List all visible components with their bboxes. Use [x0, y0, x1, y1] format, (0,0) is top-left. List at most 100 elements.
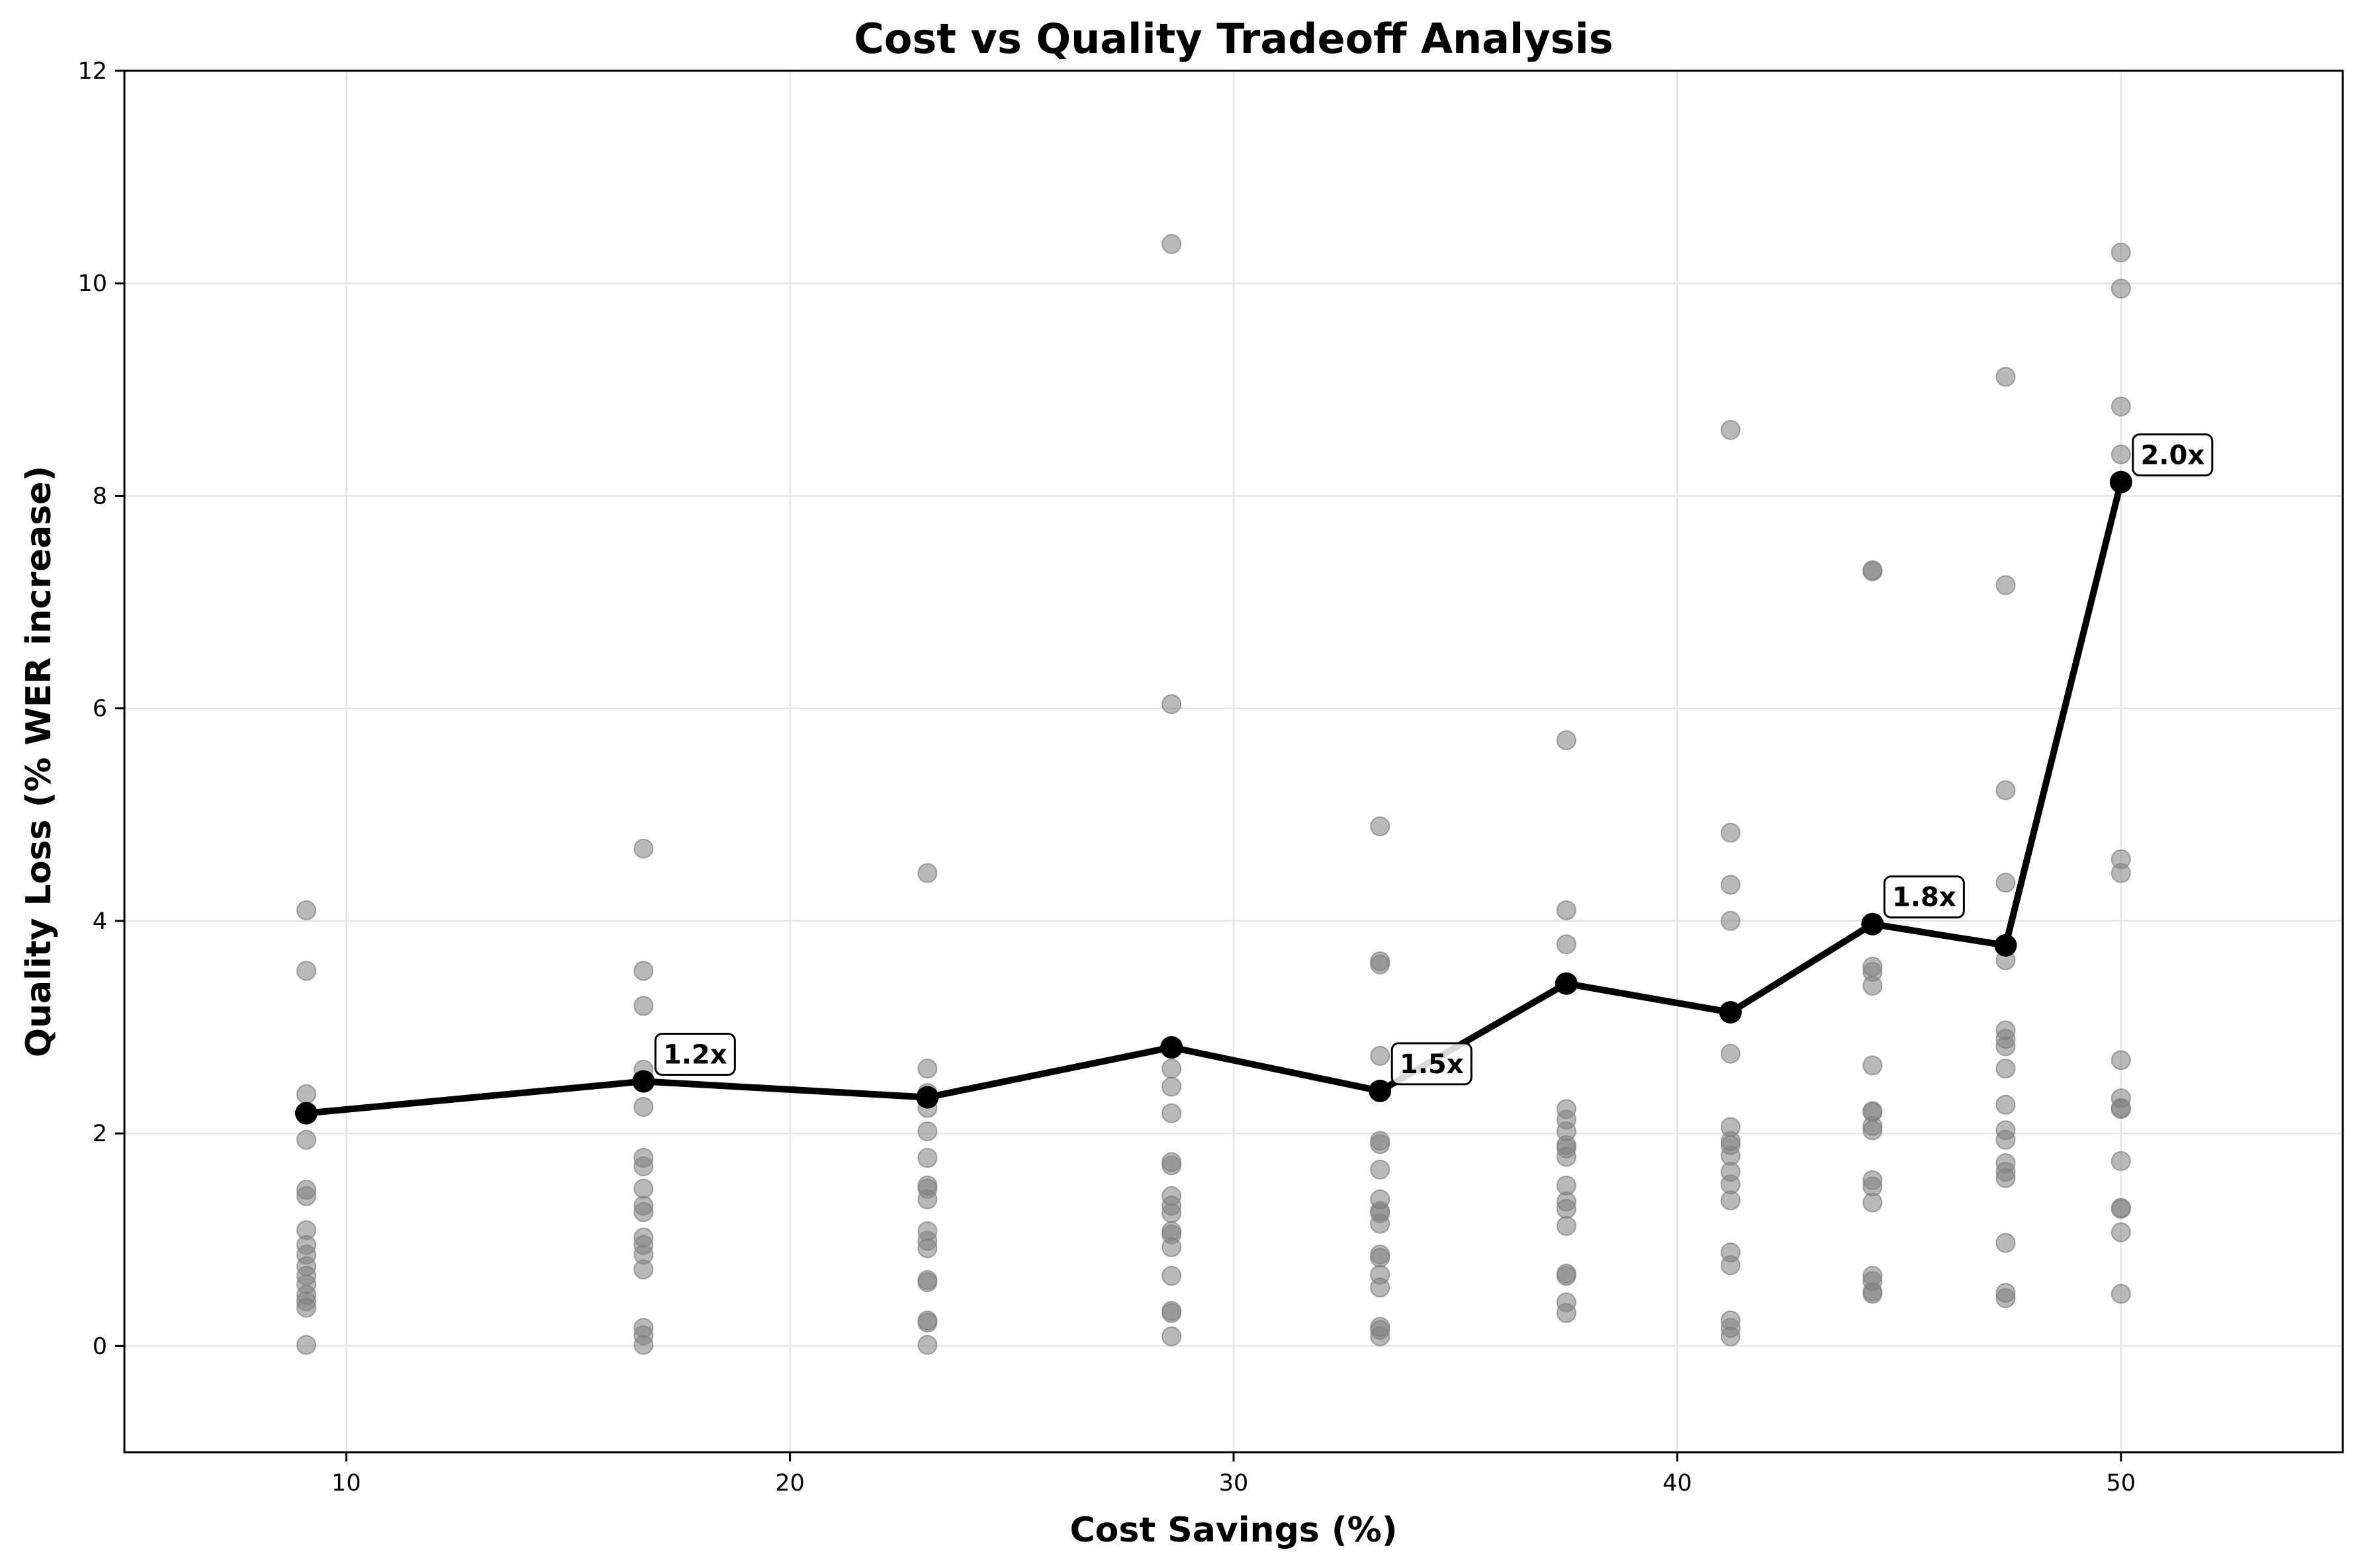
- annotation-label: 1.5x: [1400, 1049, 1464, 1080]
- chart-title: Cost vs Quality Tradeoff Analysis: [854, 15, 1613, 63]
- mean-point: [1994, 934, 2017, 957]
- line-series: [295, 470, 2132, 1125]
- scatter-point: [1370, 1248, 1390, 1268]
- mean-point: [1555, 972, 1578, 995]
- scatter-point: [296, 1129, 316, 1150]
- scatter-point: [1556, 900, 1576, 920]
- y-tick-label: 10: [77, 271, 107, 297]
- scatter-point: [633, 1202, 654, 1223]
- scatter-point: [633, 996, 654, 1016]
- scatter-point: [2111, 1222, 2131, 1242]
- scatter-point: [1370, 1159, 1390, 1180]
- scatter-point: [1161, 1266, 1182, 1286]
- scatter-point: [1995, 367, 2016, 387]
- scatter-point: [1720, 1190, 1741, 1211]
- annotation-label: 1.2x: [663, 1039, 727, 1070]
- y-tick-label: 12: [77, 58, 107, 85]
- scatter-point: [1370, 1326, 1390, 1346]
- scatter-point: [1556, 1215, 1576, 1236]
- scatter-point: [1862, 975, 1883, 996]
- scatter-point: [633, 1178, 654, 1199]
- scatter-point: [1995, 1129, 2016, 1150]
- x-tick-label: 30: [1219, 1470, 1249, 1497]
- scatter-point: [1995, 1233, 2016, 1253]
- scatter-point: [1862, 1055, 1883, 1076]
- scatter-point: [1720, 1255, 1741, 1276]
- scatter-point: [1161, 1059, 1182, 1079]
- scatter-point: [1161, 694, 1182, 715]
- scatter-point: [917, 1189, 938, 1209]
- scatter-point: [1161, 1076, 1182, 1097]
- scatter-point: [2111, 242, 2131, 263]
- scatter-point: [917, 1313, 938, 1333]
- y-axis-label: Quality Loss (% WER increase): [19, 466, 59, 1057]
- scatter-point: [2111, 444, 2131, 464]
- annotation-box: [2132, 433, 2214, 477]
- mean-point: [1160, 1036, 1183, 1059]
- scatter-point: [1161, 1326, 1182, 1346]
- annotation: 2.0x: [2132, 433, 2214, 477]
- y-tick-label: 4: [93, 908, 107, 935]
- scatter-point: [1370, 1045, 1390, 1066]
- x-tick-label: 20: [775, 1470, 805, 1497]
- scatter-point: [633, 961, 654, 981]
- scatter-point: [2111, 1099, 2131, 1119]
- mean-point: [632, 1070, 655, 1093]
- scatter-point: [917, 1059, 938, 1079]
- scatter-point: [2111, 1050, 2131, 1070]
- mean-point: [1861, 912, 1884, 936]
- scatter-point: [1556, 934, 1576, 955]
- scatter-point: [1995, 1059, 2016, 1079]
- scatter-point: [633, 1097, 654, 1117]
- scatter-point: [1862, 561, 1883, 582]
- scatter-point: [1720, 1043, 1741, 1064]
- scatter-point: [296, 1186, 316, 1206]
- mean-point: [916, 1086, 939, 1109]
- y-tick-label: 0: [93, 1333, 107, 1360]
- scatter-point: [1161, 234, 1182, 254]
- scatter-point: [2111, 1284, 2131, 1304]
- scatter-point: [1370, 1278, 1390, 1298]
- scatter-point: [1161, 1303, 1182, 1323]
- scatter-point: [2111, 1151, 2131, 1171]
- scatter-point: [1720, 910, 1741, 931]
- scatter-point: [296, 1334, 316, 1355]
- mean-line: [306, 481, 2124, 1117]
- mean-point: [295, 1102, 318, 1125]
- mean-point: [2109, 470, 2132, 494]
- scatter-point: [1370, 816, 1390, 836]
- scatter-point: [1370, 1134, 1390, 1154]
- scatter-point: [1161, 1203, 1182, 1223]
- annotation-box: [654, 1032, 736, 1076]
- mean-point: [1369, 1079, 1392, 1102]
- scatter-point: [1720, 419, 1741, 440]
- scatter-point: [633, 1334, 654, 1355]
- scatter-point: [1556, 1147, 1576, 1167]
- axis-ticks: 10 20 30 40 50 0 2 4 6 8 10 12: [77, 58, 2136, 1497]
- scatter-point: [1995, 780, 2016, 801]
- scatter-point: [1370, 1213, 1390, 1234]
- mean-point: [1719, 1001, 1742, 1024]
- scatter-point: [1370, 954, 1390, 975]
- scatter-point: [633, 838, 654, 859]
- annotation: 1.5x: [1390, 1042, 1473, 1086]
- scatter-point: [2111, 1199, 2131, 1219]
- scatter-point: [917, 1334, 938, 1355]
- x-tick-label: 50: [2107, 1470, 2136, 1497]
- scatter-point: [1995, 1094, 2016, 1115]
- scatter-point: [917, 1148, 938, 1168]
- y-tick-label: 2: [93, 1121, 107, 1147]
- x-tick-label: 40: [1662, 1470, 1692, 1497]
- scatter-point: [1720, 1326, 1741, 1346]
- annotation-box: [1883, 875, 1965, 919]
- scatter-point: [1995, 873, 2016, 893]
- scatter-point: [917, 1238, 938, 1258]
- scatter-point: [1995, 1168, 2016, 1188]
- y-tick-label: 6: [93, 696, 107, 722]
- scatter-point: [296, 900, 316, 920]
- scatter-point: [1995, 1036, 2016, 1057]
- scatter-point: [1720, 822, 1741, 843]
- scatter-point: [917, 863, 938, 883]
